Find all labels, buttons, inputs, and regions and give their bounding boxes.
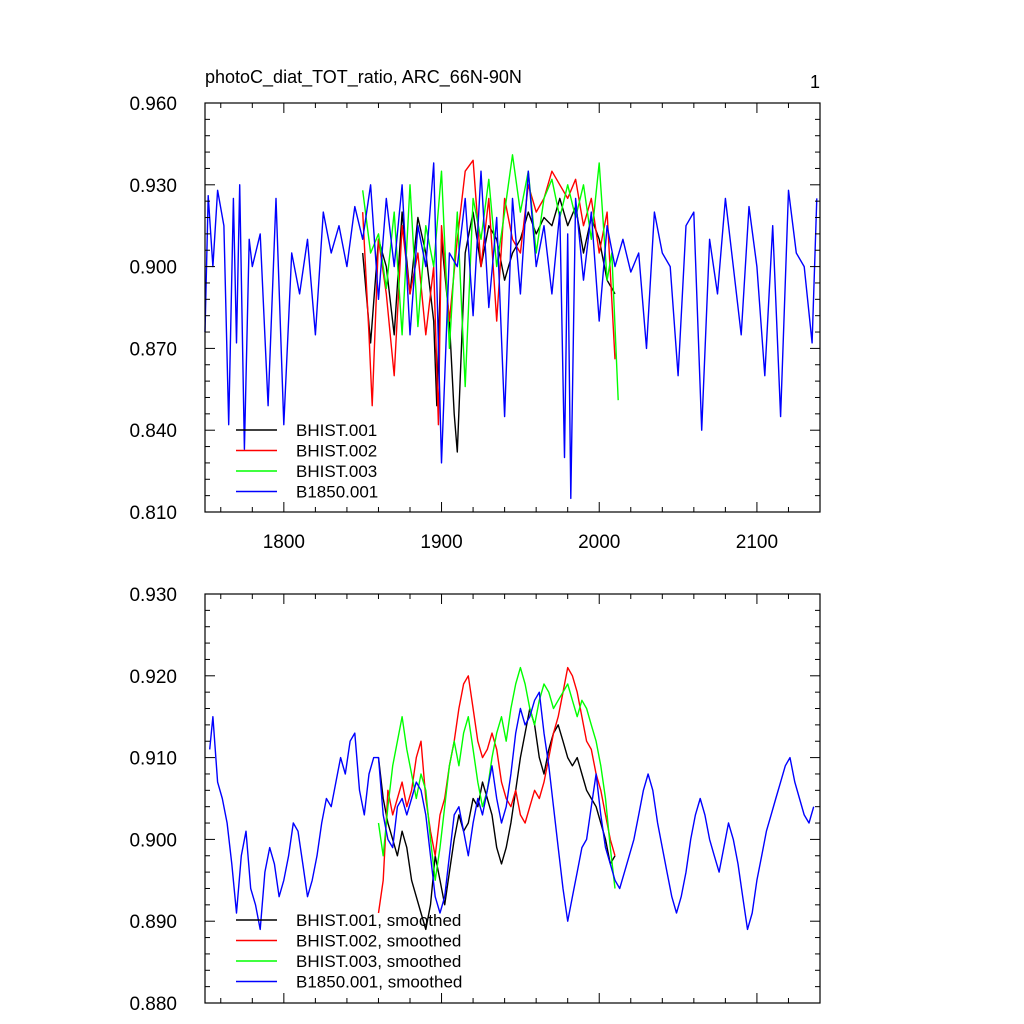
y-tick-label: 0.960 xyxy=(129,94,177,115)
series-line-raw-3 xyxy=(204,162,818,500)
y-tick-label: 0.880 xyxy=(129,994,177,1015)
legend-label: BHIST.002, smoothed xyxy=(296,932,461,951)
plot-frame xyxy=(204,102,821,513)
x-tick-label: 2100 xyxy=(736,532,778,553)
series-line-smoothed-0 xyxy=(377,707,616,931)
legend-label: BHIST.001 xyxy=(296,421,377,440)
top-panel: 1800 1900 2000 2100 0.810 0.840 0.870 0.900 0.93… xyxy=(129,67,821,553)
legend-label: B1850.001, smoothed xyxy=(296,973,462,992)
y-tick-label: 0.810 xyxy=(129,503,177,524)
plot-frame xyxy=(204,593,821,1004)
x-tick-label: 1800 xyxy=(263,532,305,553)
y-tick-label: 0.930 xyxy=(129,176,177,197)
y-tick-label: 0.900 xyxy=(129,830,177,851)
y-tick-label: 0.920 xyxy=(129,667,177,688)
legend-label: B1850.001 xyxy=(296,483,378,502)
y-tick-label: 0.890 xyxy=(129,912,177,933)
series-line-smoothed-2 xyxy=(377,666,616,889)
legend-label: BHIST.003, smoothed xyxy=(296,952,461,971)
x-tick-label: 1900 xyxy=(420,532,462,553)
chart-title: photoC_diat_TOT_ratio, ARC_66N-90N xyxy=(205,67,522,88)
y-tick-label: 0.900 xyxy=(129,258,177,279)
y-tick-label: 0.910 xyxy=(129,749,177,770)
bottom-panel: 0.880 0.890 0.900 0.910 0.920 0.930 BHIST.001,… xyxy=(129,585,821,1015)
x-tick-label: 2000 xyxy=(578,532,620,553)
series-line-smoothed-1 xyxy=(377,666,616,914)
y-tick-label: 0.870 xyxy=(129,339,177,360)
legend-label: BHIST.003 xyxy=(296,462,377,481)
panel-number: 1 xyxy=(810,72,820,92)
legend-label: BHIST.001, smoothed xyxy=(296,911,461,930)
series-line-raw-1 xyxy=(362,159,616,426)
legend-label: BHIST.002 xyxy=(296,442,377,461)
series-line-smoothed-3 xyxy=(209,691,815,931)
y-tick-label: 0.930 xyxy=(129,585,177,606)
y-tick-label: 0.840 xyxy=(129,421,177,442)
